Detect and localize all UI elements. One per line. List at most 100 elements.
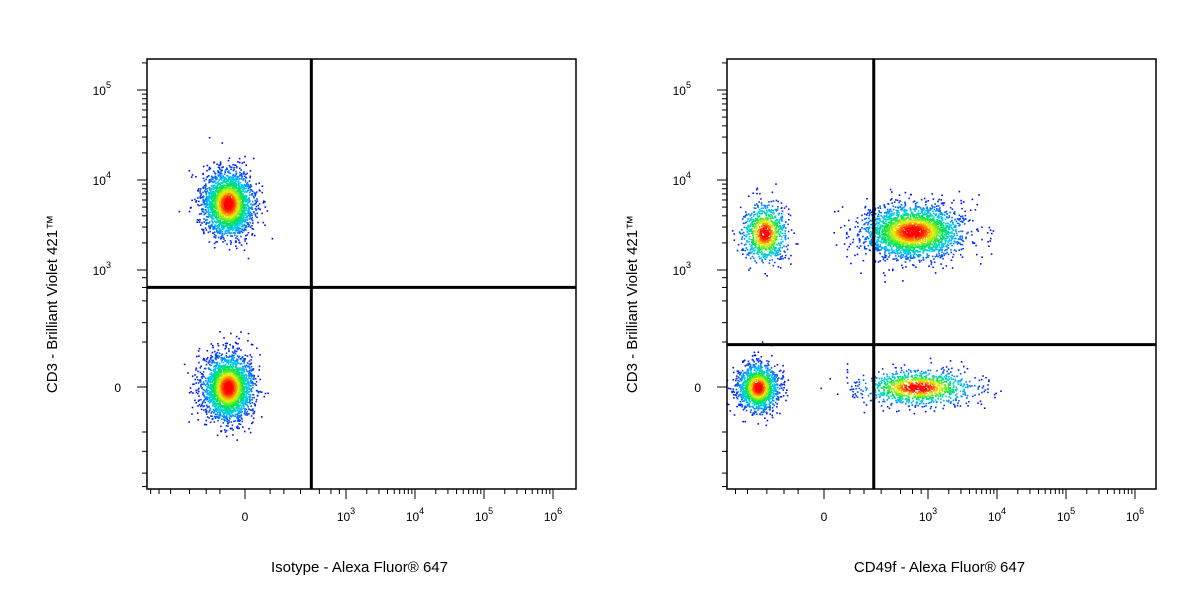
event-dot: [241, 214, 243, 216]
event-dot: [234, 212, 237, 214]
event-dot: [222, 218, 224, 221]
event-dot: [232, 358, 234, 360]
event-dot: [208, 409, 211, 411]
event-dot: [225, 200, 227, 203]
event-dot: [230, 355, 232, 358]
event-dot: [208, 168, 210, 171]
event-dot: [254, 378, 257, 380]
event-dot: [253, 375, 255, 378]
event-dot: [222, 205, 224, 207]
event-dot: [234, 365, 237, 367]
event-dot: [229, 221, 232, 224]
event-dot: [237, 420, 239, 422]
event-dot: [210, 378, 213, 381]
event-dot: [208, 215, 210, 217]
event-dot: [237, 418, 239, 420]
event-dot: [235, 177, 237, 179]
event-dot: [219, 405, 221, 408]
event-dot: [238, 411, 240, 414]
event-dot: [223, 412, 225, 414]
event-dot: [257, 204, 260, 207]
event-dot: [238, 208, 241, 211]
event-dot: [231, 356, 233, 358]
event-dot: [244, 207, 247, 209]
event-dot: [215, 356, 217, 359]
event-dot: [235, 342, 238, 345]
event-dot: [197, 197, 199, 199]
event-dot: [228, 388, 230, 390]
event-dot: [226, 392, 228, 395]
event-dot: [208, 195, 210, 197]
event-dot: [238, 196, 241, 198]
event-dot: [235, 166, 238, 169]
event-dot: [244, 238, 246, 240]
event-dot: [225, 391, 228, 394]
event-dot: [202, 381, 205, 383]
event-dot: [204, 186, 206, 189]
event-dot: [216, 189, 218, 191]
event-dot: [202, 165, 205, 168]
event-dot: [238, 202, 241, 204]
event-dot: [189, 387, 192, 389]
event-dot: [238, 213, 240, 216]
event-dot: [205, 408, 207, 411]
event-dot: [232, 373, 235, 376]
event-dot: [203, 213, 206, 216]
event-dot: [242, 185, 245, 188]
event-dot: [235, 241, 237, 243]
event-dot: [221, 383, 223, 385]
event-dot: [251, 234, 253, 236]
event-dot: [243, 227, 246, 230]
event-dot: [220, 185, 223, 188]
event-dot: [213, 384, 216, 386]
event-dot: [210, 191, 213, 193]
event-dot: [213, 246, 216, 249]
event-dot: [235, 179, 238, 181]
event-dot: [228, 416, 231, 418]
event-dot: [228, 186, 230, 188]
event-dot: [208, 417, 210, 419]
event-dot: [209, 379, 212, 382]
event-dot: [245, 401, 247, 404]
event-dot: [213, 396, 215, 398]
event-dot: [243, 200, 245, 203]
event-dot: [246, 215, 248, 217]
event-dot: [227, 193, 229, 195]
event-dot: [206, 199, 209, 202]
event-dot: [230, 221, 233, 223]
event-dot: [222, 389, 225, 391]
event-dot: [229, 207, 231, 209]
event-dot: [235, 215, 237, 218]
event-dot: [236, 210, 239, 212]
event-dot: [252, 382, 255, 384]
event-dot: [227, 214, 229, 217]
event-dot: [243, 209, 245, 212]
event-dot: [237, 199, 240, 201]
event-dot: [235, 186, 237, 188]
event-dot: [203, 201, 205, 203]
event-dot: [238, 405, 241, 407]
event-dot: [223, 407, 225, 410]
event-dot: [239, 175, 241, 177]
event-dot: [238, 226, 240, 229]
event-dot: [232, 411, 234, 414]
event-dot: [212, 170, 215, 173]
event-dot: [217, 213, 219, 216]
event-dot: [226, 185, 229, 187]
event-dot: [217, 342, 219, 345]
event-dot: [228, 392, 230, 395]
event-dot: [207, 207, 209, 209]
event-dot: [236, 386, 239, 389]
event-dot: [241, 200, 244, 203]
event-dot: [224, 405, 226, 407]
event-dot: [207, 367, 210, 369]
event-dot: [217, 230, 220, 233]
event-dot: [210, 196, 213, 199]
event-dot: [245, 209, 248, 211]
event-dot: [231, 362, 233, 364]
event-dot: [212, 359, 215, 362]
event-dot: [234, 222, 236, 225]
event-dot: [226, 222, 228, 225]
event-dot: [213, 227, 215, 230]
event-dot: [247, 405, 249, 408]
